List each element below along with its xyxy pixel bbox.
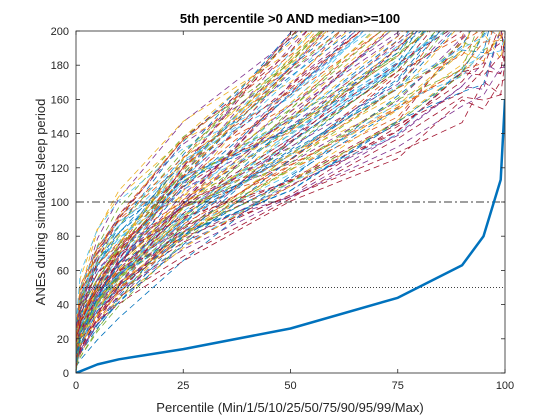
background-series-line bbox=[76, 31, 418, 352]
background-series-line bbox=[76, 31, 414, 333]
background-series-line bbox=[76, 31, 410, 362]
background-series-line bbox=[76, 31, 324, 347]
background-series-line bbox=[76, 31, 382, 346]
background-series-line bbox=[76, 31, 342, 367]
background-series-line bbox=[76, 31, 446, 368]
background-series-line bbox=[76, 31, 484, 339]
y-axis-label: ANEs during simulated sleep period bbox=[33, 99, 48, 306]
background-series-line bbox=[76, 31, 299, 349]
background-series-group bbox=[76, 31, 505, 373]
y-tick-label: 0 bbox=[63, 368, 69, 380]
y-tick-label: 40 bbox=[57, 300, 69, 312]
background-series-line bbox=[76, 32, 505, 357]
background-series-line bbox=[76, 31, 357, 364]
background-series-line bbox=[76, 31, 374, 368]
chart-title: 5th percentile >0 AND median>=100 bbox=[180, 11, 400, 26]
background-series-line bbox=[76, 31, 488, 335]
background-series-line bbox=[76, 31, 502, 332]
background-series-line bbox=[76, 31, 304, 339]
y-tick-label: 160 bbox=[51, 94, 69, 106]
background-series-line bbox=[76, 31, 489, 368]
y-tick-label: 80 bbox=[57, 231, 69, 243]
background-series-line bbox=[76, 31, 357, 365]
background-series-line bbox=[76, 31, 426, 364]
x-axis-label: Percentile (Min/1/5/10/25/50/75/90/95/99… bbox=[156, 400, 423, 415]
background-series-line bbox=[76, 31, 450, 344]
background-series-line bbox=[76, 31, 323, 363]
background-series-line bbox=[76, 92, 505, 336]
y-tick-label: 20 bbox=[57, 334, 69, 346]
background-series-line bbox=[76, 31, 322, 343]
background-series-line bbox=[76, 39, 505, 338]
background-series-line bbox=[76, 31, 422, 332]
background-series-line bbox=[76, 31, 325, 372]
background-series-line bbox=[76, 31, 505, 346]
background-series-line bbox=[76, 31, 501, 343]
y-tick-label: 200 bbox=[51, 26, 69, 38]
background-series-line bbox=[76, 31, 364, 324]
x-tick-label: 25 bbox=[177, 380, 189, 392]
x-tick-label: 75 bbox=[392, 380, 404, 392]
background-series-line bbox=[76, 31, 312, 371]
background-series-line bbox=[76, 31, 342, 326]
x-axis: 0 25 50 75 100 bbox=[73, 31, 514, 392]
background-series-line bbox=[76, 31, 471, 327]
x-tick-label: 50 bbox=[284, 380, 296, 392]
y-tick-label: 180 bbox=[51, 60, 69, 72]
y-axis: 0 20 40 60 80 100 120 140 160 180 200 bbox=[51, 26, 505, 380]
background-series-line bbox=[76, 31, 450, 323]
background-series-line bbox=[76, 31, 341, 344]
highlight-series-line bbox=[76, 99, 505, 373]
x-tick-label: 0 bbox=[73, 380, 79, 392]
background-series-line bbox=[76, 31, 415, 353]
background-series-line bbox=[76, 31, 486, 372]
background-series-line bbox=[76, 31, 348, 339]
background-series-line bbox=[76, 31, 308, 370]
reference-lines-group bbox=[76, 201, 505, 288]
background-series-line bbox=[76, 31, 342, 336]
background-series-line bbox=[76, 31, 428, 343]
background-series-line bbox=[76, 31, 392, 339]
background-series-line bbox=[76, 31, 371, 328]
x-tick-label: 100 bbox=[496, 380, 514, 392]
background-series-line bbox=[76, 31, 328, 343]
y-tick-label: 120 bbox=[51, 163, 69, 175]
background-series-line bbox=[76, 31, 415, 366]
background-series-line bbox=[76, 31, 471, 346]
background-series-line bbox=[76, 31, 349, 342]
background-series-line bbox=[76, 31, 297, 346]
background-series-line bbox=[76, 31, 452, 328]
background-series-line bbox=[76, 79, 505, 346]
background-series-line bbox=[76, 31, 361, 364]
background-series-line bbox=[76, 67, 505, 334]
background-series-line bbox=[76, 31, 402, 363]
highlight-series-group bbox=[76, 99, 505, 373]
y-tick-label: 140 bbox=[51, 129, 69, 141]
background-series-line bbox=[76, 31, 323, 333]
background-series-line bbox=[76, 31, 336, 326]
background-series-line bbox=[76, 31, 414, 339]
background-series-line bbox=[76, 31, 325, 337]
background-series-line bbox=[76, 31, 441, 352]
y-tick-label: 100 bbox=[51, 197, 69, 209]
background-series-line bbox=[76, 31, 417, 363]
y-tick-label: 60 bbox=[57, 265, 69, 277]
background-series-line bbox=[76, 31, 366, 328]
background-series-line bbox=[76, 31, 471, 370]
